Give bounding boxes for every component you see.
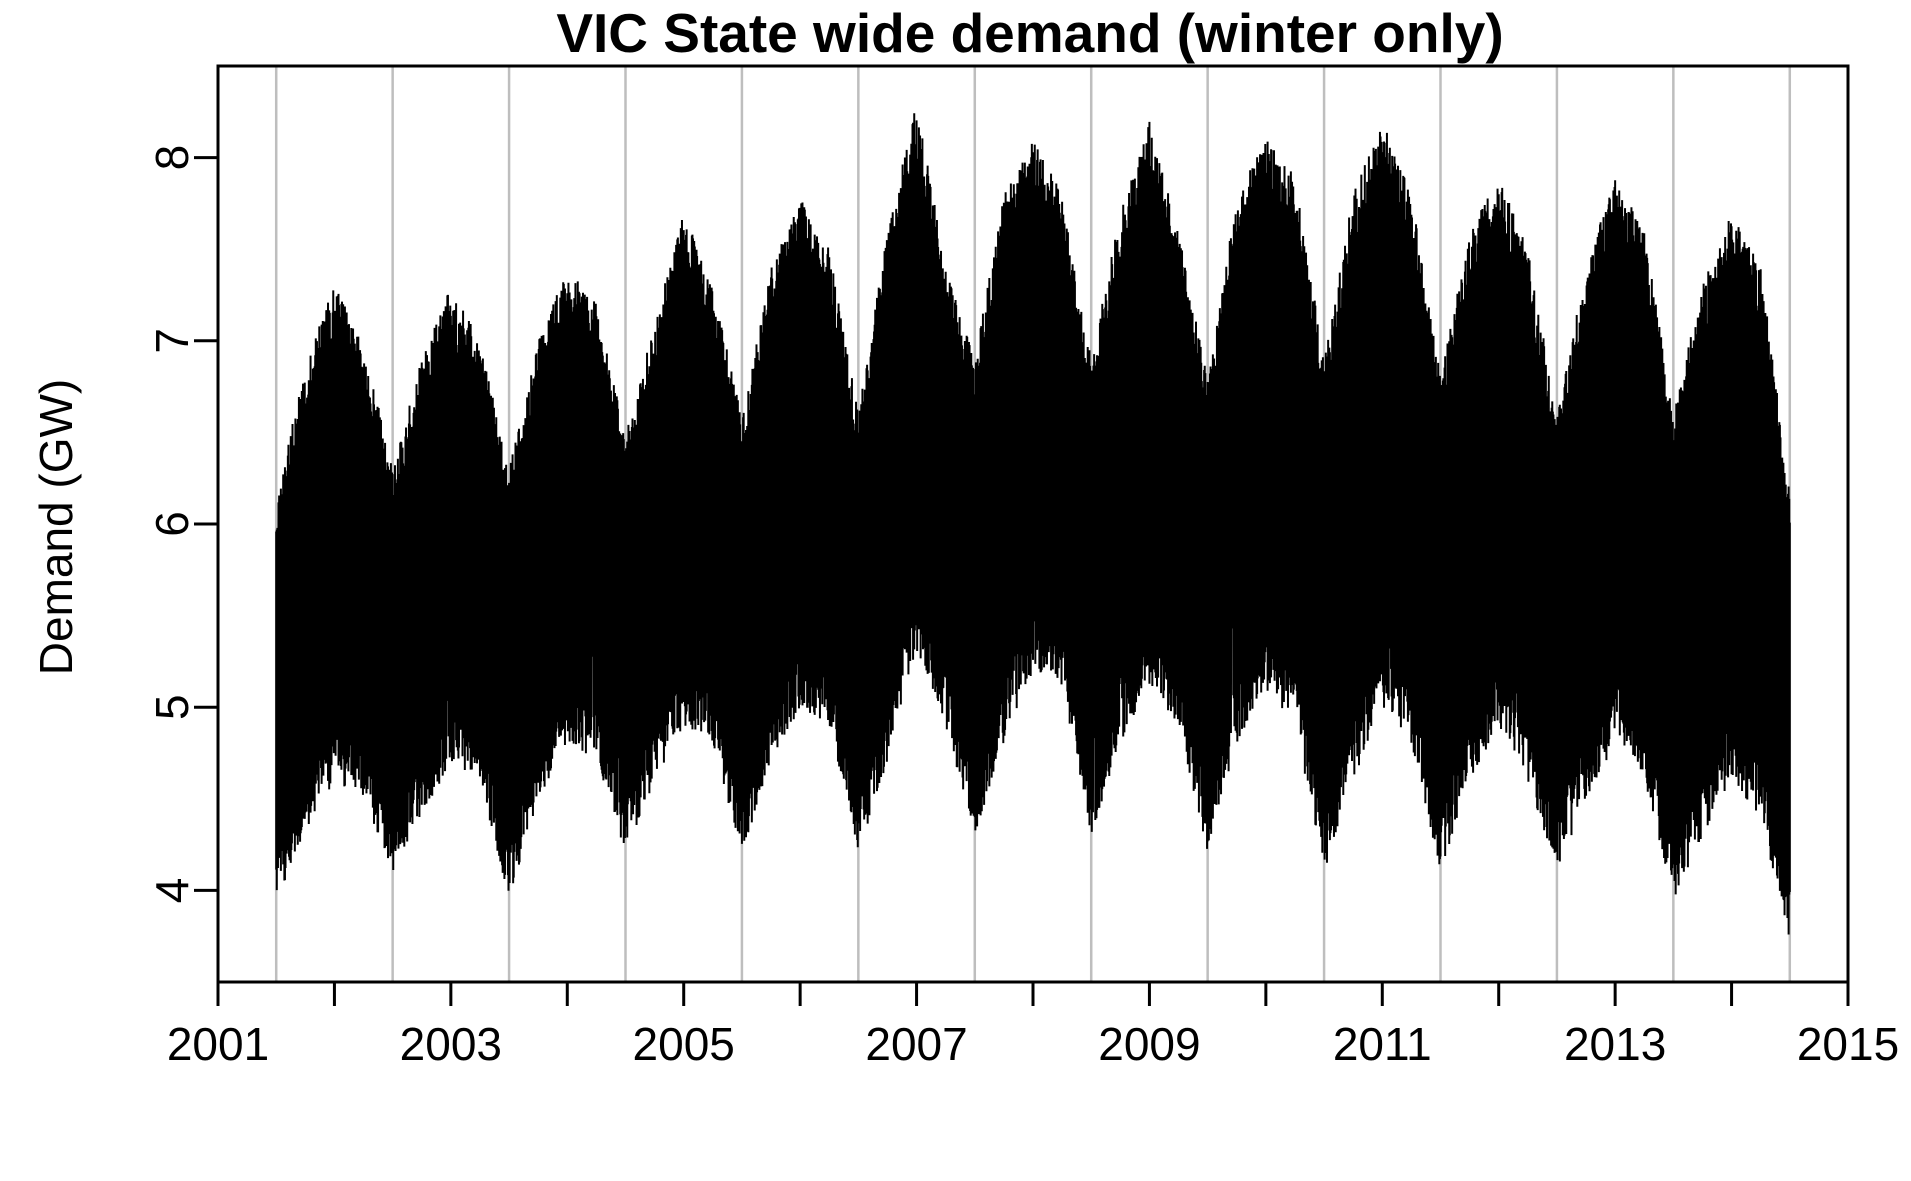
y-axis-label: Demand (GW) <box>30 379 82 675</box>
y-tick-label-6: 6 <box>146 511 198 537</box>
series-demand <box>275 113 1791 935</box>
series-line <box>275 113 1791 935</box>
y-tick-label-7: 7 <box>146 328 198 354</box>
x-tick-label-2015: 2015 <box>1797 1018 1899 1070</box>
x-axis: 2001 2003 2005 2007 2009 2011 2013 2015 <box>167 980 1899 1070</box>
x-tick-label-2009: 2009 <box>1098 1018 1200 1070</box>
y-tick-label-4: 4 <box>146 878 198 904</box>
y-axis: 4 5 6 7 8 <box>146 145 220 904</box>
x-tick-label-2011: 2011 <box>1333 1018 1432 1070</box>
y-tick-label-8: 8 <box>146 145 198 171</box>
y-tick-label-5: 5 <box>146 694 198 720</box>
x-tick-label-2013: 2013 <box>1564 1018 1666 1070</box>
chart-title: VIC State wide demand (winter only) <box>556 2 1503 64</box>
x-tick-label-2007: 2007 <box>865 1018 967 1070</box>
x-tick-label-2001: 2001 <box>167 1018 269 1070</box>
x-tick-label-2003: 2003 <box>400 1018 502 1070</box>
x-tick-label-2005: 2005 <box>633 1018 735 1070</box>
